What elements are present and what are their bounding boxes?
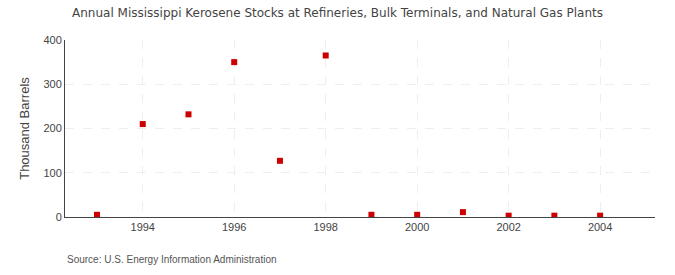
svg-text:300: 300 (43, 78, 61, 90)
svg-text:1994: 1994 (131, 221, 155, 233)
svg-text:400: 400 (43, 34, 61, 46)
svg-text:200: 200 (43, 122, 61, 134)
svg-text:2004: 2004 (588, 221, 612, 233)
svg-text:0: 0 (56, 211, 62, 223)
svg-text:Thousand Barrels: Thousand Barrels (17, 77, 32, 180)
svg-text:1998: 1998 (313, 221, 337, 233)
svg-text:1996: 1996 (222, 221, 246, 233)
svg-text:Source: U.S. Energy Informatio: Source: U.S. Energy Information Administ… (67, 254, 277, 265)
svg-text:100: 100 (43, 167, 61, 179)
svg-text:2000: 2000 (405, 221, 429, 233)
svg-text:Annual Mississippi Kerosene St: Annual Mississippi Kerosene Stocks at Re… (72, 6, 603, 20)
svg-text:2002: 2002 (496, 221, 520, 233)
